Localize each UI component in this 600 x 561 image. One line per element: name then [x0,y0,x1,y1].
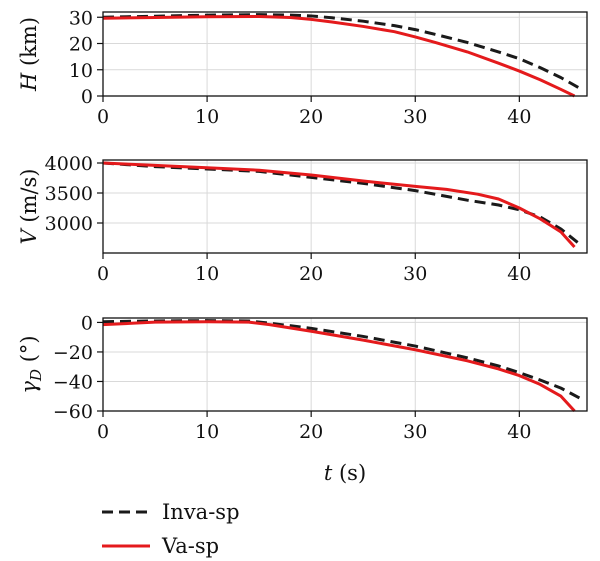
x-tick-label: 0 [97,263,109,285]
x-axis-label: t (s) [324,461,366,485]
series-line-inva-sp [103,319,583,401]
y-tick-label: 0 [81,312,93,334]
y-tick-label: 0 [81,86,93,108]
y-tick-label: −60 [53,401,93,423]
y-tick-label: 30 [69,7,93,29]
y-tick-label: −20 [53,342,93,364]
legend-entry-inva-sp: Inva-sp [102,500,240,524]
x-tick-label: 30 [403,421,427,443]
legend-label: Inva-sp [162,500,240,524]
x-tick-label: 30 [403,106,427,128]
y-tick-label: 10 [69,60,93,82]
y-tick-label: 3500 [45,183,93,205]
series-line-inva-sp [103,13,583,91]
y-axis-label: H (km) [17,17,41,92]
y-axis-label: γD (°) [17,335,45,393]
x-tick-label: 10 [195,106,219,128]
y-tick-label: 4000 [45,153,93,175]
legend-entry-va-sp: Va-sp [102,534,219,558]
x-tick-label: 20 [299,263,323,285]
x-tick-label: 30 [403,263,427,285]
x-tick-label: 20 [299,421,323,443]
panel-1: 0 10 20 30 40 0 10 20 30 H (km) [17,7,588,128]
x-tick-label: 10 [195,263,219,285]
y-tick-label: −40 [53,371,93,393]
legend: Inva-sp Va-sp [102,500,240,558]
series-line-va-sp [103,161,576,249]
plot-frame [102,159,588,254]
x-tick-label: 40 [507,421,531,443]
y-tick-label: 20 [69,34,93,56]
x-tick-label: 10 [195,421,219,443]
plot-frame [102,11,588,97]
x-tick-label: 40 [507,106,531,128]
plot-frame [102,317,588,412]
y-axis-label: V (m/s) [17,169,41,245]
x-tick-label: 0 [97,106,109,128]
x-tick-label: 0 [97,421,109,443]
legend-label: Va-sp [161,534,219,558]
panel-3: 0 10 20 30 40 0 −20 −40 −60 γD (°) t (s) [17,312,588,485]
x-tick-label: 20 [299,106,323,128]
x-tick-label: 40 [507,263,531,285]
y-tick-label: 3000 [45,213,93,235]
series-line-va-sp [103,320,576,413]
series-line-va-sp [103,14,576,98]
